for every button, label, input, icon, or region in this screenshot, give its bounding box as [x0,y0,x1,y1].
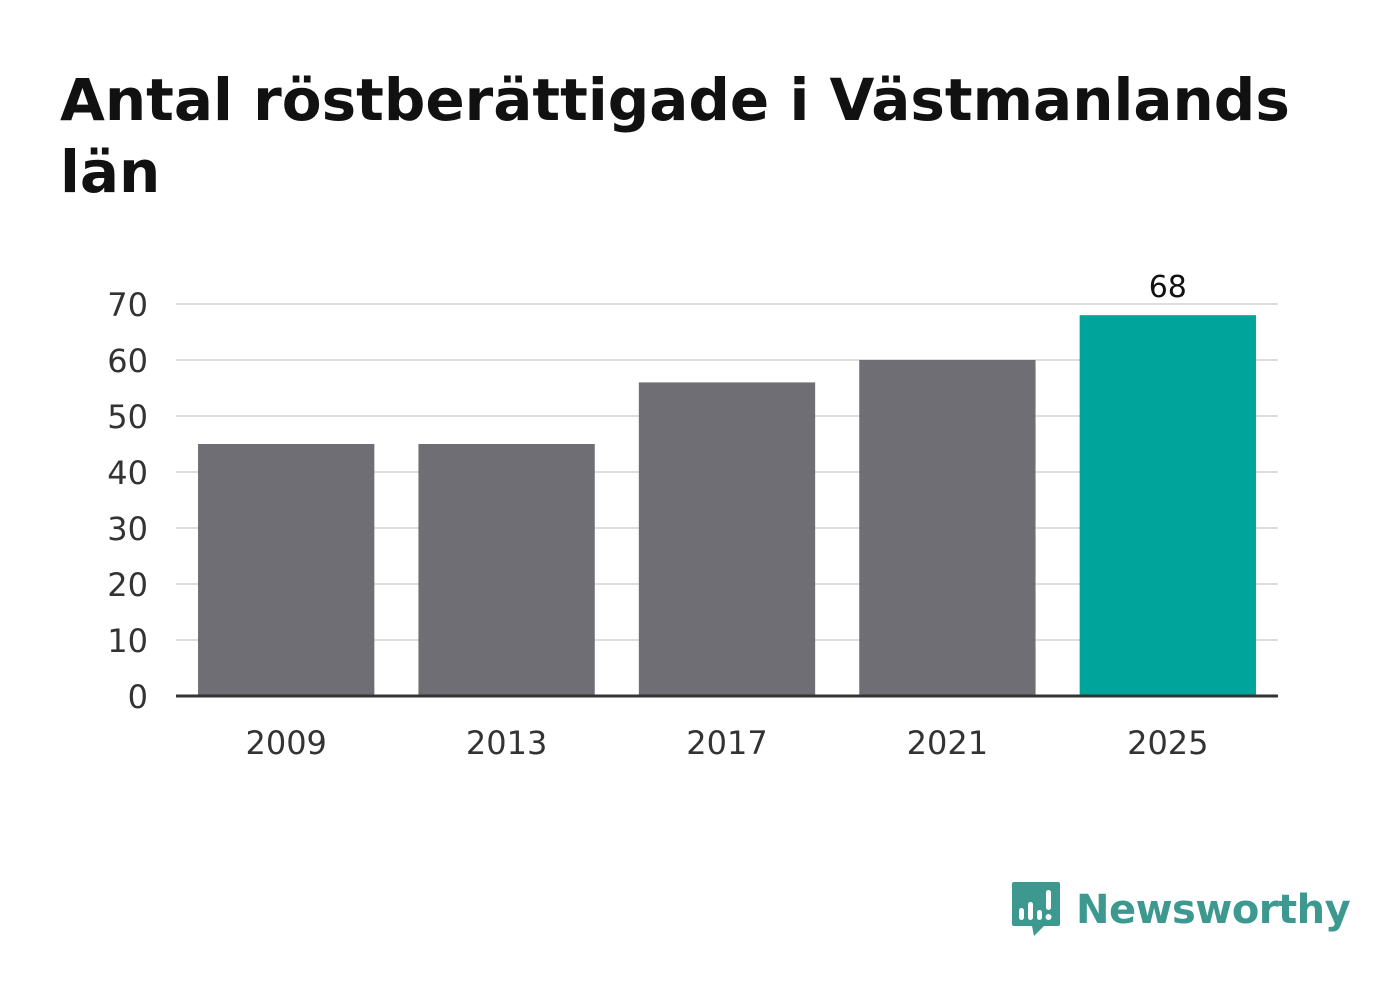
y-tick-label: 60 [107,342,148,380]
x-tick-label: 2017 [686,724,767,762]
y-axis-tick-labels: 0 10 20 30 40 50 60 70 [107,286,148,716]
newsworthy-logo-icon [1012,882,1060,936]
y-tick-label: 20 [107,566,148,604]
x-tick-label: 2025 [1127,724,1208,762]
bar-2009 [198,444,375,696]
x-tick-label: 2021 [907,724,988,762]
newsworthy-logo: Newsworthy [1010,878,1351,942]
x-tick-label: 2013 [466,724,547,762]
y-tick-label: 10 [107,622,148,660]
data-label: 68 [1149,270,1187,305]
bar-2021 [859,360,1036,696]
bar-2017 [638,382,816,696]
y-tick-label: 30 [107,510,148,548]
brand-name: Newsworthy [1076,887,1351,933]
x-tick-label: 2009 [245,724,326,762]
bars [198,315,1256,696]
chart-title: Antal röstberättigade i Västmanlands län [60,66,1290,206]
y-tick-label: 70 [107,286,148,324]
y-tick-label: 50 [107,398,148,436]
bar-2025 [1079,315,1256,696]
x-axis-tick-labels: 2009 2013 2017 2021 2025 [245,724,1208,762]
data-labels: 68 [1149,270,1187,305]
bar-2013 [418,444,595,696]
y-tick-label: 0 [128,678,148,716]
y-tick-label: 40 [107,454,148,492]
